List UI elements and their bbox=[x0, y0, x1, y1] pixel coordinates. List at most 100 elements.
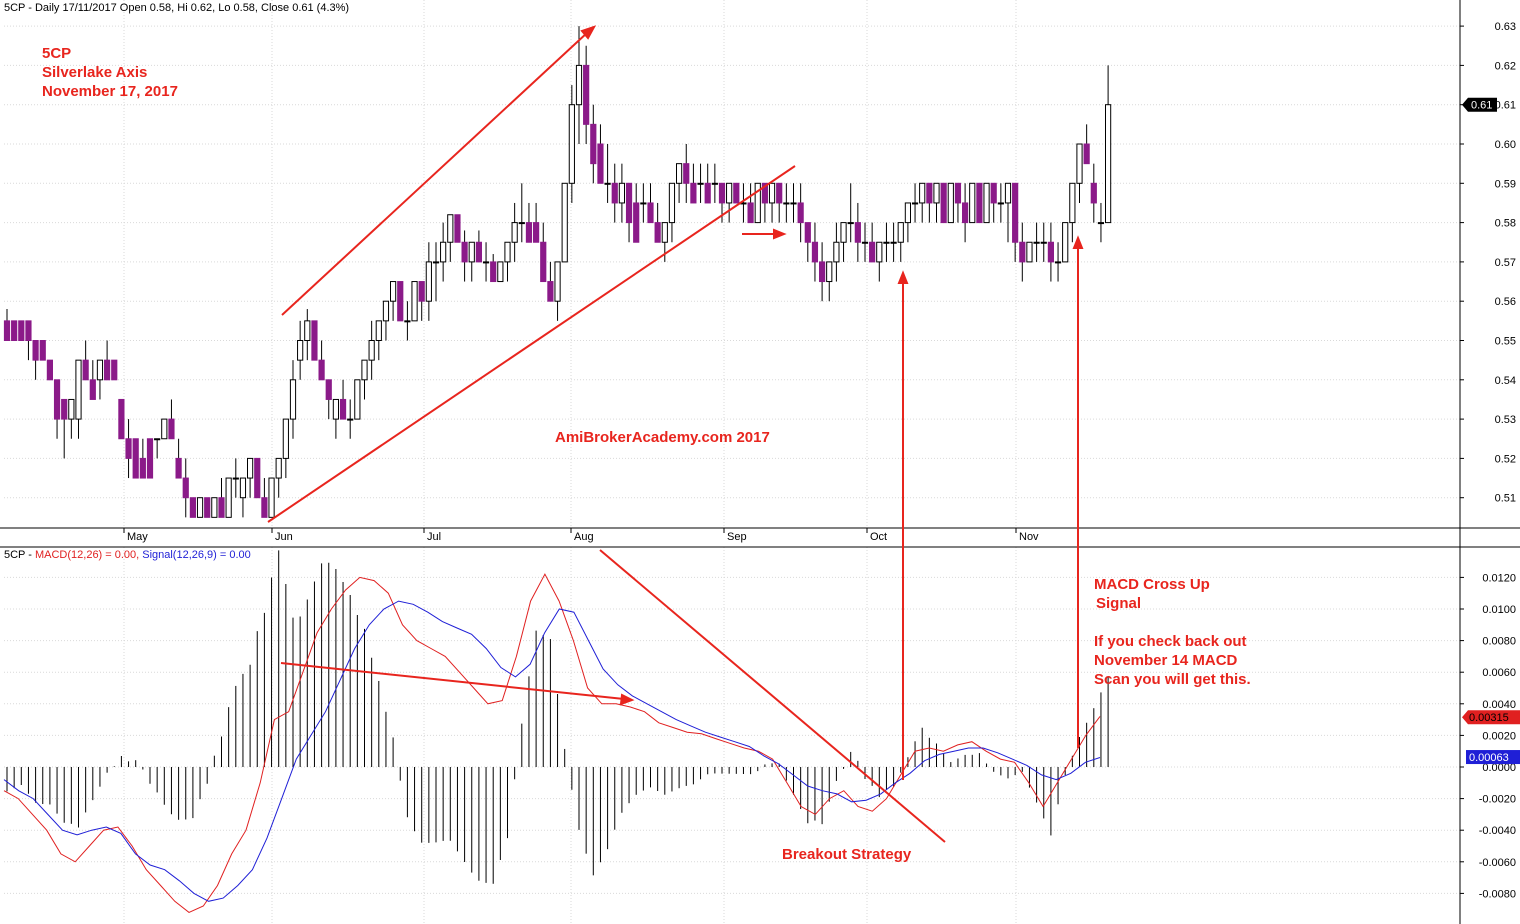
candle-body bbox=[218, 497, 225, 518]
candle-body bbox=[547, 281, 554, 302]
candle-body bbox=[1054, 261, 1062, 264]
candle-body bbox=[783, 202, 790, 205]
macd-tick-label: -0.0080 bbox=[1479, 888, 1516, 900]
candle bbox=[325, 379, 332, 420]
candle bbox=[647, 183, 654, 224]
candle-body bbox=[418, 281, 425, 302]
candle-body bbox=[647, 202, 654, 224]
candle bbox=[1105, 65, 1112, 224]
note-text-3: Scan you will get this. bbox=[1094, 671, 1251, 688]
candle-body bbox=[68, 398, 75, 420]
arrowhead bbox=[580, 25, 597, 40]
candle bbox=[1097, 202, 1105, 243]
price-tick-label: 0.59 bbox=[1495, 178, 1516, 190]
candle-body bbox=[525, 222, 533, 243]
candle-body bbox=[432, 261, 440, 264]
signal-value-badge bbox=[1466, 750, 1520, 765]
candle-body bbox=[575, 64, 583, 106]
candle-body bbox=[840, 222, 847, 243]
candle-body bbox=[325, 379, 332, 400]
candle bbox=[425, 242, 432, 321]
candle bbox=[382, 300, 390, 341]
candle bbox=[826, 261, 833, 302]
candle bbox=[497, 261, 504, 283]
candle bbox=[53, 379, 61, 439]
candle-body bbox=[718, 182, 726, 204]
candle bbox=[990, 182, 997, 223]
price-tick-label: 0.58 bbox=[1495, 218, 1516, 230]
candle-body bbox=[53, 379, 61, 420]
candle bbox=[275, 457, 282, 498]
candle-body bbox=[733, 182, 740, 204]
candle bbox=[168, 399, 175, 440]
macd-tick-label: 0.0080 bbox=[1482, 636, 1516, 648]
candle bbox=[247, 457, 254, 498]
candle-body bbox=[661, 222, 668, 243]
candle-body bbox=[1062, 222, 1069, 263]
macd-value-label: 0.00315 bbox=[1469, 712, 1509, 724]
candle-body bbox=[583, 64, 590, 125]
candle bbox=[533, 202, 540, 243]
candle bbox=[618, 163, 625, 223]
candle bbox=[947, 182, 954, 224]
candle-body bbox=[962, 202, 969, 224]
price-tick-label: 0.55 bbox=[1495, 336, 1516, 348]
candle bbox=[11, 320, 18, 342]
candle-body bbox=[497, 261, 504, 283]
trend-annotations bbox=[267, 25, 1084, 843]
price-tick-label: 0.53 bbox=[1495, 414, 1516, 426]
candle-body bbox=[168, 418, 175, 440]
candle-body bbox=[354, 379, 361, 420]
candle bbox=[940, 182, 947, 224]
candle-body bbox=[89, 379, 96, 400]
candle-body bbox=[668, 182, 676, 224]
candle bbox=[397, 281, 404, 322]
candle bbox=[1083, 124, 1090, 165]
month-label: May bbox=[127, 531, 148, 543]
candle bbox=[96, 359, 104, 400]
macd-line bbox=[3, 573, 1101, 913]
price-tick-label: 0.57 bbox=[1495, 257, 1516, 269]
candle-body bbox=[768, 182, 776, 204]
candle-body bbox=[954, 182, 962, 204]
last-price-label: 0.61 bbox=[1471, 100, 1492, 112]
month-label: Sep bbox=[727, 531, 747, 543]
candle bbox=[490, 254, 497, 283]
candle-body bbox=[790, 202, 797, 205]
candle-body bbox=[1090, 182, 1097, 204]
price-header: 5CP - Daily 17/11/2017 Open 0.58, Hi 0.6… bbox=[4, 2, 349, 14]
price-tick-label: 0.52 bbox=[1495, 453, 1516, 465]
candle bbox=[804, 222, 811, 262]
candle-body bbox=[1097, 222, 1105, 225]
candle-body bbox=[611, 182, 618, 204]
candle bbox=[239, 477, 247, 518]
candle bbox=[575, 26, 583, 144]
candle-body bbox=[375, 320, 382, 342]
candle bbox=[890, 222, 897, 262]
candle bbox=[25, 320, 32, 361]
candle-body bbox=[211, 497, 218, 518]
candle bbox=[511, 202, 518, 262]
candle-body bbox=[196, 497, 204, 518]
candle bbox=[776, 182, 783, 223]
candle-body bbox=[704, 182, 711, 204]
candle-body bbox=[304, 320, 311, 342]
candle bbox=[1026, 241, 1033, 263]
candle-body bbox=[318, 359, 325, 381]
candle-body bbox=[1040, 241, 1047, 244]
candle-body bbox=[633, 202, 640, 243]
candle bbox=[690, 163, 697, 204]
candle bbox=[39, 340, 46, 361]
candle-body bbox=[96, 359, 104, 381]
candle-body bbox=[590, 123, 597, 165]
candle bbox=[118, 398, 125, 440]
candle-body bbox=[804, 222, 811, 243]
candle-body bbox=[146, 438, 154, 479]
candle-body bbox=[332, 398, 339, 420]
candle bbox=[976, 182, 983, 224]
candle bbox=[797, 183, 804, 243]
candle bbox=[411, 281, 418, 322]
breakout-label: Breakout Strategy bbox=[782, 846, 912, 863]
candle-body bbox=[540, 241, 547, 283]
